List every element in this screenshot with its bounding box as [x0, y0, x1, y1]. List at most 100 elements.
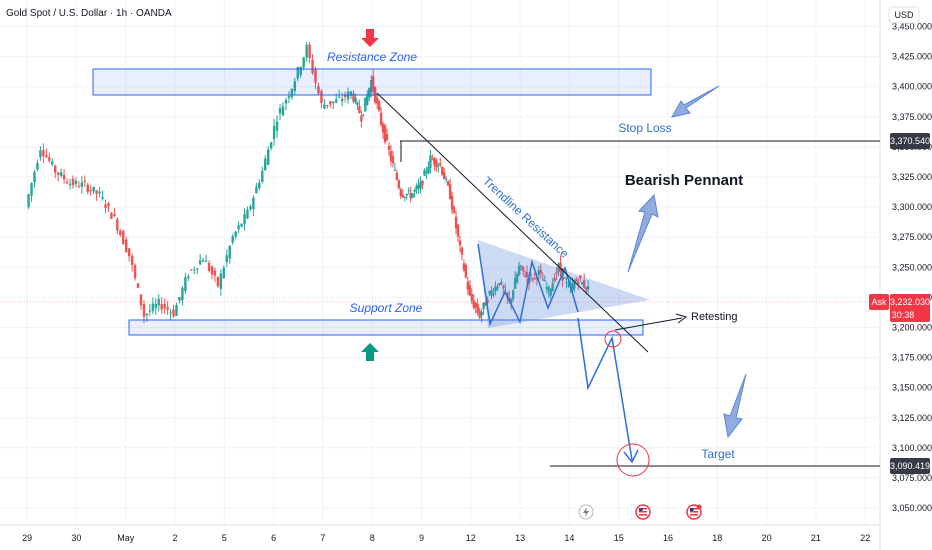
grid	[0, 0, 880, 525]
candle	[484, 301, 487, 306]
candle	[231, 233, 234, 245]
candle	[163, 298, 166, 314]
y-tick-label: 3,250.000	[892, 262, 932, 272]
candle	[320, 89, 323, 109]
candle	[523, 270, 527, 278]
candle	[228, 245, 231, 264]
candle	[255, 182, 258, 194]
candle	[125, 236, 128, 253]
candle	[407, 187, 410, 195]
candle	[210, 264, 214, 279]
candle	[393, 162, 397, 171]
candle	[500, 278, 503, 286]
candle	[142, 300, 146, 324]
currency-text: USD	[894, 10, 914, 20]
candle	[33, 169, 36, 188]
pennant-arrow-icon	[627, 193, 659, 273]
candle	[555, 267, 558, 280]
candle	[427, 161, 430, 175]
candle	[45, 148, 48, 159]
lightning-icon[interactable]	[578, 504, 594, 520]
candle	[413, 188, 416, 198]
y-tick-label: 3,325.000	[892, 172, 932, 182]
stop-loss-price-tag	[890, 133, 930, 149]
candle	[275, 115, 279, 139]
target-label: Target	[701, 447, 735, 461]
candle	[494, 281, 497, 296]
candle	[133, 263, 137, 281]
candle	[42, 143, 45, 164]
time-axis[interactable]: 29 30 May 2 5 6 7 8 9 12 13 14 15 16 18 20 21 22	[22, 533, 870, 543]
candle	[441, 166, 444, 176]
x-tick-label: 21	[811, 533, 821, 543]
candle	[74, 177, 78, 188]
candle	[385, 128, 389, 142]
candle	[178, 296, 181, 304]
candle	[181, 286, 184, 306]
candle	[476, 298, 479, 316]
x-tick-label: 14	[564, 533, 574, 543]
candle	[464, 262, 468, 279]
candle	[531, 276, 535, 283]
candle	[517, 262, 521, 277]
pennant-zigzag	[477, 243, 579, 327]
plot-area[interactable]	[0, 0, 880, 525]
candle	[539, 264, 543, 279]
candle	[249, 204, 252, 212]
candle	[586, 280, 590, 294]
candle	[332, 101, 335, 109]
bearish-pennant-label: Bearish Pennant	[625, 172, 743, 189]
candle	[54, 164, 57, 179]
candle	[358, 99, 361, 114]
projection-path[interactable]	[577, 317, 633, 461]
trendline-resistance[interactable]	[376, 92, 649, 353]
candle	[92, 186, 95, 195]
candle	[525, 265, 529, 284]
target-circle	[616, 443, 650, 477]
support-zone-box[interactable]	[128, 319, 644, 336]
us-flag-icon[interactable]	[686, 504, 702, 520]
candle	[559, 255, 562, 277]
candle	[323, 99, 326, 110]
candle	[216, 276, 220, 288]
ask-price-text: 3,232.030	[890, 297, 930, 307]
candle	[89, 185, 92, 196]
us-flag-icon[interactable]	[635, 504, 651, 520]
candle	[513, 270, 517, 289]
price-axis[interactable]: 3,450.0003,425.0003,400.0003,375.0003,35…	[892, 21, 932, 513]
x-tick-label: 2	[173, 533, 178, 543]
candle	[370, 74, 373, 98]
target-price-text: 3,090.419	[890, 461, 930, 471]
candle	[381, 121, 385, 140]
candle	[343, 91, 347, 103]
ask-price-tag	[890, 294, 930, 322]
bearish-pennant-triangle[interactable]	[478, 240, 650, 328]
candle	[504, 283, 507, 292]
candle	[264, 155, 267, 171]
candle	[30, 182, 33, 202]
y-tick-label: 3,425.000	[892, 52, 932, 62]
candle	[415, 183, 418, 194]
candle	[417, 178, 420, 194]
candle	[405, 193, 408, 200]
candle	[423, 168, 426, 176]
x-tick-label: 15	[614, 533, 624, 543]
candle	[368, 87, 371, 102]
y-tick-label: 3,175.000	[892, 353, 932, 363]
candle	[409, 186, 412, 203]
candle	[551, 278, 554, 292]
currency-box[interactable]	[888, 6, 920, 24]
retesting-arrowhead-icon	[675, 313, 688, 324]
candles	[27, 41, 590, 324]
candle	[502, 284, 505, 296]
candle	[27, 193, 30, 209]
candle	[512, 289, 515, 302]
resistance-zone-box[interactable]	[92, 68, 652, 96]
candle	[98, 187, 101, 197]
candle	[317, 82, 320, 96]
resistance-zone-label: Resistance Zone	[327, 50, 417, 64]
candle	[397, 178, 401, 190]
candle	[237, 221, 240, 234]
